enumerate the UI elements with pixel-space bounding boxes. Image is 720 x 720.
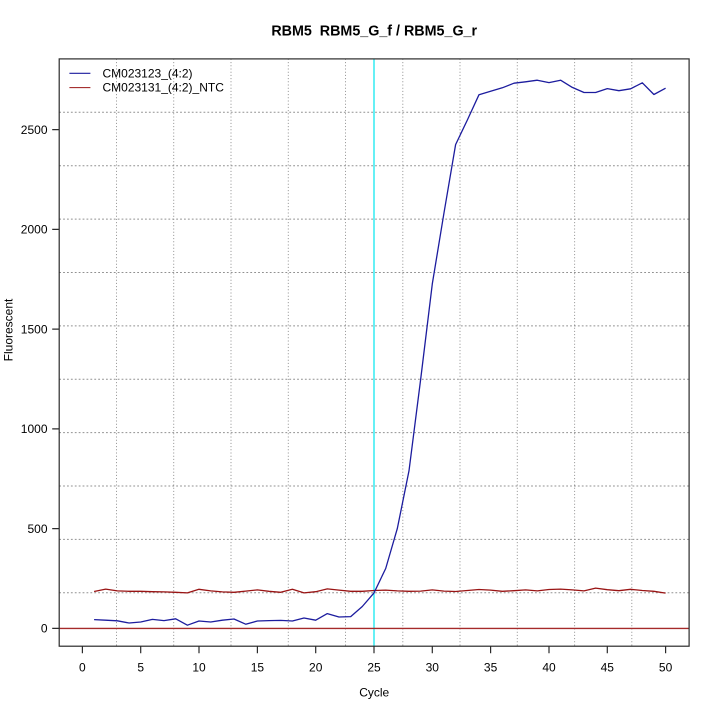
svg-text:15: 15 bbox=[251, 661, 265, 675]
svg-text:25: 25 bbox=[367, 661, 381, 675]
svg-text:2500: 2500 bbox=[21, 123, 48, 137]
svg-text:1500: 1500 bbox=[21, 322, 48, 336]
svg-text:2000: 2000 bbox=[21, 223, 48, 237]
svg-text:CM023123_(4:2): CM023123_(4:2) bbox=[103, 66, 193, 80]
svg-text:30: 30 bbox=[426, 661, 440, 675]
svg-text:10: 10 bbox=[192, 661, 206, 675]
svg-text:5: 5 bbox=[137, 661, 144, 675]
svg-text:0: 0 bbox=[41, 622, 48, 636]
svg-text:1000: 1000 bbox=[21, 422, 48, 436]
svg-text:Cycle: Cycle bbox=[359, 686, 389, 700]
svg-text:35: 35 bbox=[484, 661, 498, 675]
svg-text:CM023131_(4:2)_NTC: CM023131_(4:2)_NTC bbox=[103, 81, 225, 95]
svg-text:50: 50 bbox=[659, 661, 673, 675]
svg-text:Fluorescent: Fluorescent bbox=[2, 298, 16, 361]
svg-text:20: 20 bbox=[309, 661, 323, 675]
svg-text:0: 0 bbox=[79, 661, 86, 675]
svg-text:40: 40 bbox=[542, 661, 556, 675]
svg-text:RBM5 RBM5_G_f / RBM5_G_r: RBM5 RBM5_G_f / RBM5_G_r bbox=[271, 24, 477, 40]
svg-text:500: 500 bbox=[27, 522, 47, 536]
svg-text:45: 45 bbox=[601, 661, 615, 675]
